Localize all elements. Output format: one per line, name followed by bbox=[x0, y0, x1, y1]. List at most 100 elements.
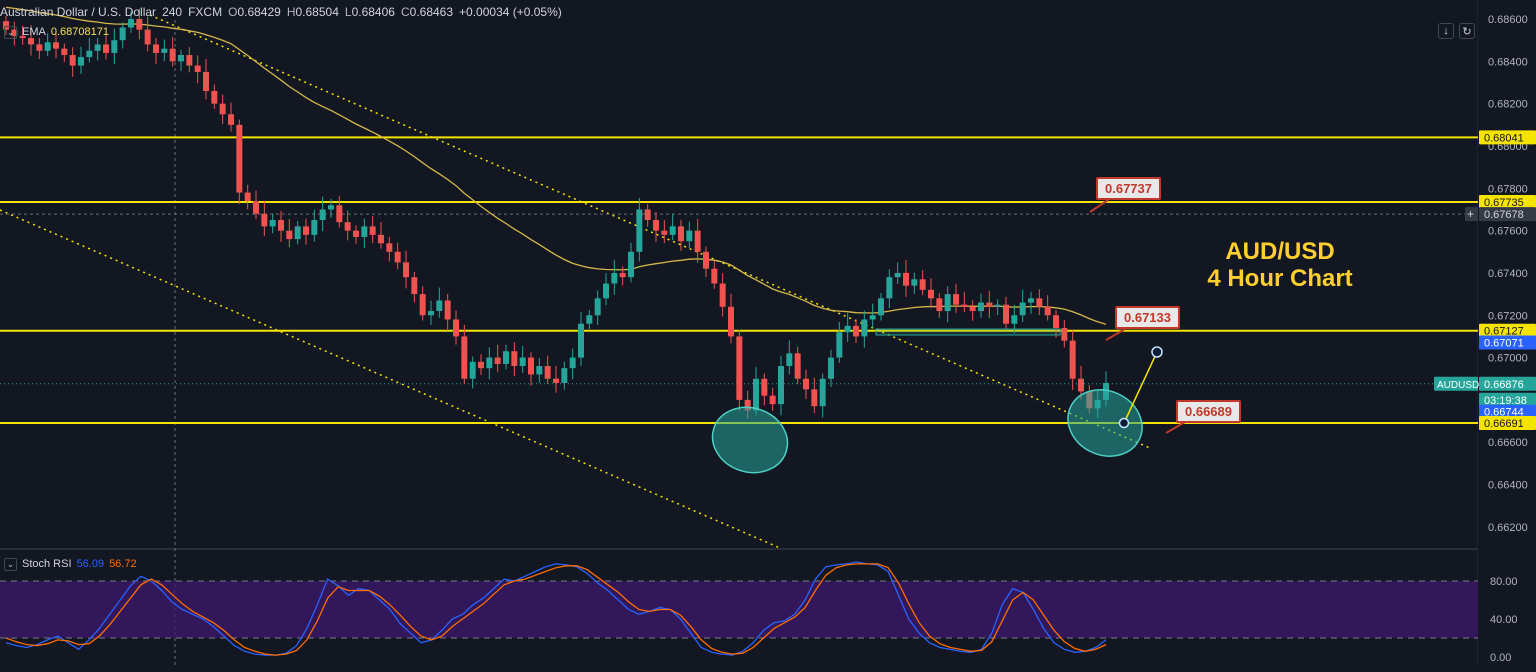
candle bbox=[311, 209, 318, 242]
candle-body bbox=[753, 378, 759, 411]
candle-body bbox=[419, 294, 426, 316]
candle bbox=[228, 102, 234, 132]
candle-body bbox=[928, 289, 934, 299]
candle-body bbox=[403, 262, 409, 278]
candle bbox=[428, 300, 434, 325]
candle bbox=[661, 220, 668, 244]
candle bbox=[536, 358, 543, 383]
candle bbox=[803, 369, 809, 400]
stoch-label: Stoch RSI bbox=[22, 558, 72, 570]
candle-body bbox=[169, 48, 176, 62]
candle bbox=[61, 43, 68, 62]
candle-body bbox=[503, 351, 509, 364]
candle-body bbox=[1069, 340, 1076, 379]
candle-body bbox=[686, 230, 693, 242]
candle bbox=[261, 200, 268, 237]
candle bbox=[769, 387, 776, 411]
candle-body bbox=[119, 27, 126, 41]
candle bbox=[103, 35, 109, 60]
candle bbox=[403, 250, 409, 289]
candle bbox=[953, 283, 959, 313]
candle-body bbox=[178, 55, 184, 62]
candle bbox=[978, 293, 984, 318]
candle bbox=[911, 272, 918, 294]
candle bbox=[686, 221, 693, 248]
candle-body bbox=[161, 48, 168, 53]
ema-legend[interactable]: ⌄ EMA 0.68708171 bbox=[4, 25, 109, 39]
price-tick-label: 0.66200 bbox=[1488, 522, 1528, 534]
candle-body bbox=[936, 298, 943, 312]
overlay-title: AUD/USD 4 Hour Chart bbox=[1180, 238, 1380, 292]
candle-body bbox=[828, 357, 834, 379]
candle-body bbox=[11, 29, 18, 36]
price-tag-label: 0.67678 bbox=[1484, 209, 1524, 221]
candle bbox=[369, 216, 376, 244]
candle-body bbox=[69, 55, 76, 66]
candle-body bbox=[511, 351, 518, 367]
candle-body bbox=[78, 57, 84, 66]
candle-body bbox=[453, 319, 459, 337]
candle bbox=[994, 299, 1001, 316]
candle-body bbox=[761, 378, 768, 396]
callout-pointer bbox=[1165, 421, 1186, 434]
price-tag bbox=[1479, 415, 1536, 430]
candle bbox=[169, 37, 176, 67]
candle bbox=[1061, 320, 1068, 348]
candle-body bbox=[153, 44, 159, 53]
candle bbox=[736, 329, 743, 412]
callout-pointer bbox=[1089, 199, 1109, 213]
candle-body bbox=[853, 325, 859, 337]
candle bbox=[894, 262, 901, 284]
candle-body bbox=[486, 357, 493, 369]
trendline-lower bbox=[0, 209, 781, 549]
candle-body bbox=[961, 304, 968, 307]
candle-body bbox=[778, 366, 784, 405]
candle bbox=[728, 293, 734, 344]
chevron-down-icon[interactable]: ⌄ bbox=[4, 25, 17, 39]
data-source: FXCM bbox=[188, 5, 223, 19]
candle bbox=[753, 367, 759, 416]
candle-body bbox=[861, 319, 868, 337]
chevron-down-icon[interactable]: ⌄ bbox=[4, 557, 17, 571]
candle-body bbox=[694, 230, 701, 252]
stoch-lines bbox=[5, 561, 1107, 656]
candle-body bbox=[636, 209, 643, 252]
high-label: H bbox=[286, 5, 296, 19]
candle bbox=[244, 184, 251, 210]
refresh-icon[interactable]: ↻ bbox=[1459, 23, 1475, 39]
candle-body bbox=[253, 201, 259, 214]
arrow-down-icon[interactable]: ↓ bbox=[1438, 23, 1454, 39]
trendline-upper bbox=[149, 14, 1151, 449]
candle-body bbox=[244, 192, 251, 202]
candle bbox=[411, 271, 418, 303]
price-tick-label: 0.67200 bbox=[1488, 310, 1528, 322]
candle-body bbox=[919, 279, 926, 290]
candle bbox=[1036, 289, 1043, 316]
candle-body bbox=[94, 44, 101, 51]
candle bbox=[494, 344, 501, 373]
price-tag bbox=[1479, 130, 1536, 145]
stoch-tick-label: 0.00 bbox=[1490, 652, 1511, 664]
candle-body bbox=[228, 114, 234, 125]
candle bbox=[286, 218, 293, 248]
candle bbox=[128, 11, 134, 33]
candle-body bbox=[803, 378, 809, 390]
candle-body bbox=[903, 272, 909, 286]
candle bbox=[3, 15, 9, 35]
stoch-legend[interactable]: ⌄ Stoch RSI 56.09 56.72 bbox=[4, 557, 137, 571]
price-tag-label: 0.66691 bbox=[1484, 418, 1524, 430]
stoch-band bbox=[0, 580, 1478, 639]
candle bbox=[303, 218, 309, 245]
candle-body bbox=[386, 243, 393, 252]
candle-body bbox=[586, 315, 593, 324]
candle bbox=[178, 49, 184, 72]
candle bbox=[969, 300, 976, 321]
candle bbox=[469, 356, 476, 389]
candle bbox=[886, 269, 893, 309]
open-label: O bbox=[228, 5, 238, 19]
candle bbox=[1028, 291, 1034, 314]
candle bbox=[394, 242, 401, 270]
candle-body bbox=[303, 226, 309, 235]
